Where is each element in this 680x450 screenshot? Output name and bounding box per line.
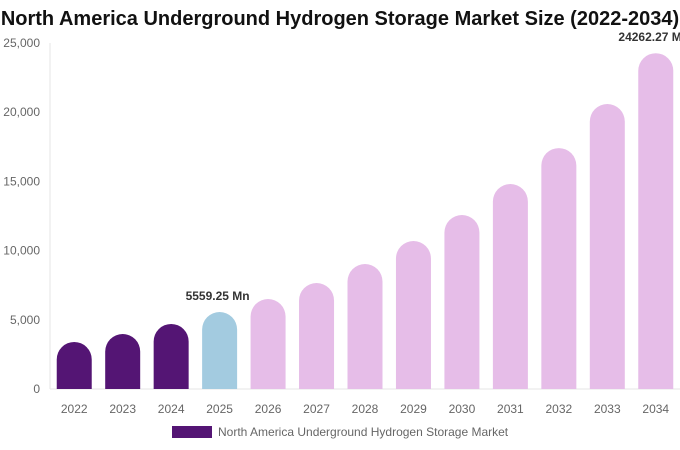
x-tick-label: 2023 xyxy=(109,402,136,416)
x-tick-label: 2029 xyxy=(400,402,427,416)
bar-2025 xyxy=(202,312,238,389)
bar-2032 xyxy=(541,148,577,389)
bar-2022 xyxy=(56,341,92,389)
bar-2034 xyxy=(638,53,674,390)
x-tick-label: 2025 xyxy=(206,402,233,416)
x-tick-label: 2026 xyxy=(255,402,282,416)
bar-2024 xyxy=(153,323,189,389)
data-label-2034: 24262.27 Mn xyxy=(618,30,680,44)
bar-2023 xyxy=(105,334,141,389)
bar-2033 xyxy=(589,104,625,390)
x-tick-label: 2028 xyxy=(352,402,379,416)
bar-2026 xyxy=(250,299,286,389)
bar-2029 xyxy=(395,241,431,389)
x-tick-label: 2034 xyxy=(642,402,669,416)
legend-label: North America Underground Hydrogen Stora… xyxy=(218,425,509,439)
y-tick-label: 10,000 xyxy=(3,244,40,258)
x-tick-label: 2030 xyxy=(449,402,476,416)
x-tick-label: 2024 xyxy=(158,402,185,416)
y-tick-label: 25,000 xyxy=(3,36,40,50)
y-tick-label: 15,000 xyxy=(3,174,40,188)
x-tick-label: 2022 xyxy=(61,402,88,416)
chart-title: North America Underground Hydrogen Stora… xyxy=(0,8,680,30)
bar-2031 xyxy=(492,184,528,389)
bar-2027 xyxy=(299,282,335,389)
y-tick-label: 20,000 xyxy=(3,105,40,119)
bar-2030 xyxy=(444,215,480,389)
legend: North America Underground Hydrogen Stora… xyxy=(172,425,508,439)
x-tick-label: 2032 xyxy=(545,402,572,416)
bar-2028 xyxy=(347,264,383,389)
data-label-2025: 5559.25 Mn xyxy=(186,289,250,303)
x-tick-label: 2027 xyxy=(303,402,330,416)
y-tick-label: 0 xyxy=(33,382,40,396)
x-tick-label: 2033 xyxy=(594,402,621,416)
legend-swatch xyxy=(172,426,212,438)
y-tick-label: 5,000 xyxy=(10,313,40,327)
x-tick-label: 2031 xyxy=(497,402,524,416)
